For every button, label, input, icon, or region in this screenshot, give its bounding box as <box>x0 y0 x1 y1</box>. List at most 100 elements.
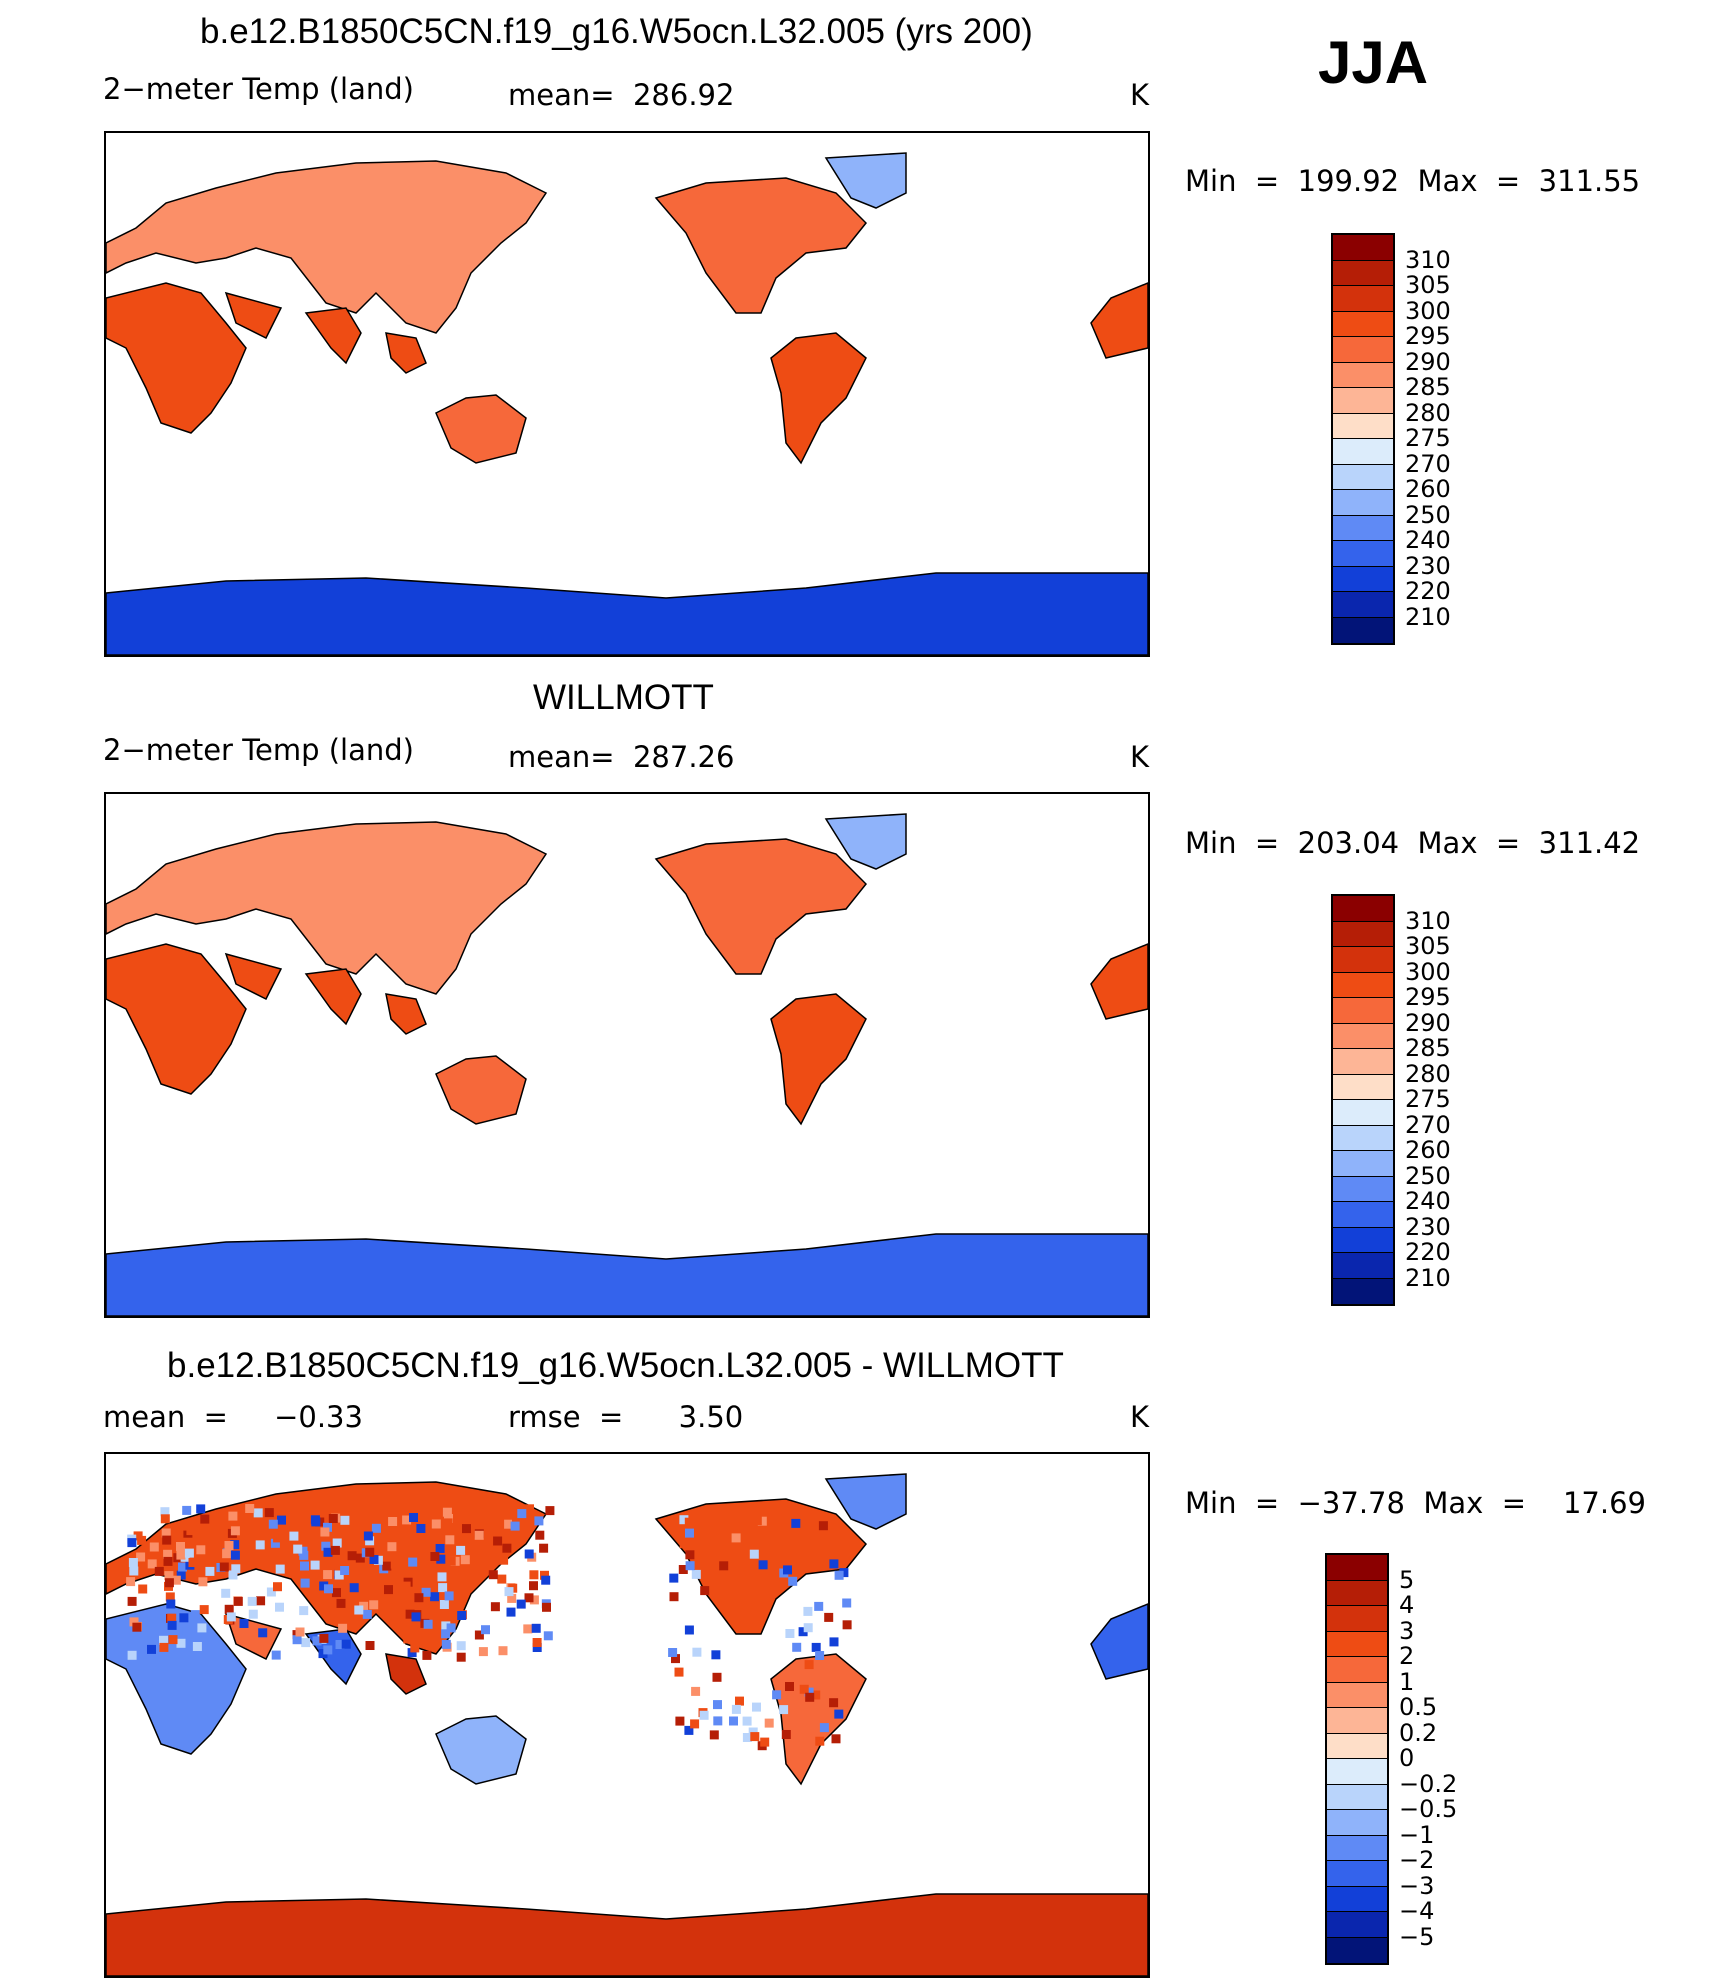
colorbar-swatch <box>1327 1631 1387 1657</box>
panel-title-obs: WILLMOTT <box>533 678 714 717</box>
diff-cell <box>446 1556 456 1566</box>
land-region <box>106 1233 1148 1316</box>
diff-cell <box>334 1570 344 1580</box>
diff-cell <box>277 1515 286 1525</box>
diff-cell <box>531 1623 541 1633</box>
diff-cell <box>176 1570 186 1580</box>
colorbar-tick-label: 1 <box>1399 1667 1415 1696</box>
colorbar-swatch <box>1327 1784 1387 1810</box>
diff-cell <box>177 1521 187 1531</box>
diff-cell <box>416 1524 426 1533</box>
diff-cell <box>242 1556 251 1566</box>
diff-cell <box>365 1547 375 1557</box>
colorbar-tick-label: 0.2 <box>1399 1718 1438 1747</box>
diff-cell <box>230 1526 240 1536</box>
diff-cell <box>779 1705 789 1715</box>
diff-cell <box>224 1541 234 1550</box>
diff-cell <box>731 1533 741 1543</box>
diff-cell <box>355 1553 365 1563</box>
diff-cell <box>127 1596 137 1606</box>
land-region <box>435 1715 527 1785</box>
diff-cell <box>323 1547 333 1557</box>
diff-cell <box>742 1733 752 1742</box>
diff-cell <box>323 1570 333 1580</box>
diff-cell <box>301 1638 311 1648</box>
land-region <box>824 152 907 209</box>
land-region <box>385 332 427 374</box>
colorbar-tick-label: 4 <box>1399 1591 1415 1619</box>
colorbar-swatch <box>1333 1278 1393 1304</box>
diff-cell <box>834 1709 844 1719</box>
diff-cell <box>437 1572 447 1582</box>
diff-cell <box>679 1539 689 1549</box>
diff-cell <box>824 1612 834 1622</box>
diff-cell <box>512 1529 522 1539</box>
colorbar-tick-label: 270 <box>1405 449 1451 478</box>
colorbar-tick-label: 210 <box>1405 1263 1451 1292</box>
diff-cell <box>196 1545 206 1555</box>
diff-cell <box>803 1606 813 1616</box>
diff-cell <box>324 1584 333 1594</box>
colorbar-swatch <box>1333 388 1393 414</box>
diff-cell <box>411 1612 421 1622</box>
diff-cell <box>171 1575 181 1585</box>
diff-cell <box>516 1599 526 1609</box>
diff-cell <box>371 1523 381 1533</box>
colorbar-tick-label: 3 <box>1399 1616 1415 1645</box>
diff-cell <box>457 1611 467 1620</box>
diff-cell <box>255 1540 265 1550</box>
colorbar-tick-label: 290 <box>1405 1008 1451 1037</box>
colorbar-tick-label: 260 <box>1405 1136 1451 1164</box>
colorbar-swatch <box>1327 1759 1387 1785</box>
colorbar-swatch <box>1333 1074 1393 1100</box>
colorbar-swatch <box>1327 1657 1387 1683</box>
diff-cell <box>400 1524 410 1534</box>
panel-title-model: b.e12.B1850C5CN.f19_g16.W5ocn.L32.005 (y… <box>200 12 1033 51</box>
diff-cell <box>340 1566 350 1575</box>
diff-cell <box>310 1560 320 1570</box>
diff-cell <box>532 1638 542 1647</box>
diff-cell <box>423 1619 433 1629</box>
colorbar-tick-label: 305 <box>1405 271 1451 299</box>
colorbar-tick-label: 230 <box>1405 551 1451 580</box>
diff-cell <box>804 1660 814 1670</box>
map-graphic <box>106 152 1148 655</box>
diff-cell <box>319 1581 329 1591</box>
colorbar-swatch <box>1333 464 1393 490</box>
diff-cell <box>275 1602 284 1612</box>
diff-cell <box>147 1559 157 1569</box>
season-label: JJA <box>1318 29 1429 96</box>
panel-mean-model: mean= 286.92 <box>508 78 735 112</box>
diff-cell <box>384 1585 393 1595</box>
diff-cell <box>493 1536 503 1546</box>
diff-cell <box>300 1578 310 1588</box>
colorbar-tick-label: 0 <box>1399 1744 1415 1772</box>
land-region <box>435 1055 527 1125</box>
diff-cell <box>295 1627 305 1637</box>
land-region <box>224 291 283 340</box>
diff-cell <box>700 1586 710 1596</box>
diff-cell <box>126 1577 136 1587</box>
diff-cell <box>529 1581 538 1591</box>
colorbar-swatch <box>1333 566 1393 592</box>
diff-cell <box>839 1568 849 1578</box>
panel-units-obs: K <box>1130 740 1150 774</box>
diff-cell <box>299 1550 309 1560</box>
colorbar-tick-label: 240 <box>1405 1187 1451 1215</box>
diff-cell <box>159 1642 169 1652</box>
diff-cell <box>529 1595 539 1605</box>
diff-cell <box>160 1507 170 1517</box>
diff-cell <box>541 1575 551 1585</box>
diff-cell <box>335 1640 345 1649</box>
diff-cell <box>222 1549 232 1559</box>
diff-cell <box>167 1613 177 1623</box>
diff-cell <box>387 1542 397 1552</box>
diff-cell <box>690 1719 700 1729</box>
colorbar-tick-label: 260 <box>1405 475 1451 503</box>
diff-cell <box>271 1650 281 1660</box>
diff-cell <box>233 1596 243 1606</box>
diff-cell <box>783 1565 792 1575</box>
colorbar-swatch <box>1333 1202 1393 1228</box>
diff-cell <box>315 1569 325 1579</box>
colorbar-swatch <box>1333 947 1393 973</box>
